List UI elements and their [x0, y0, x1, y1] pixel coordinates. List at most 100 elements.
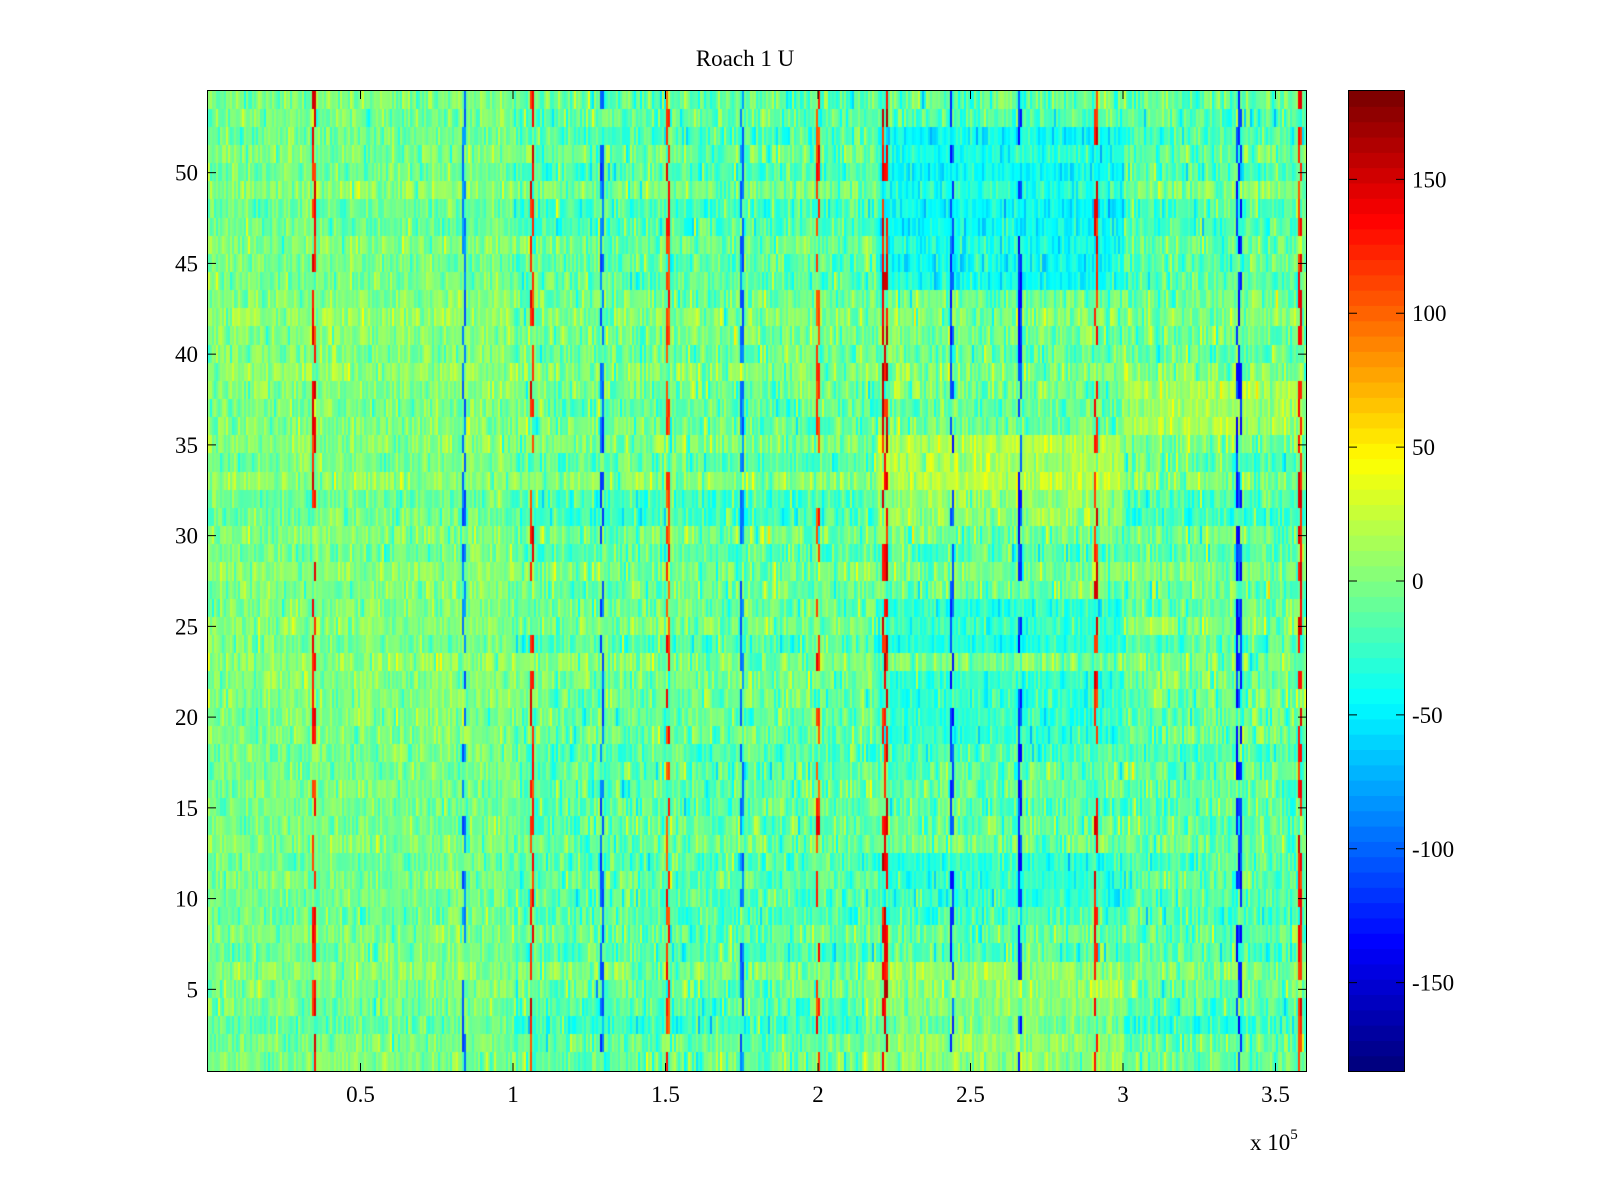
colorbar-swatch — [1349, 504, 1404, 521]
colorbar-swatch — [1349, 228, 1404, 245]
colorbar-swatch — [1349, 626, 1404, 643]
colorbar-tick-label: -100 — [1412, 837, 1454, 862]
colorbar-swatch — [1349, 841, 1404, 858]
colorbar-swatch — [1349, 121, 1404, 138]
colorbar-frame — [1348, 90, 1405, 1072]
colorbar-swatch — [1349, 427, 1404, 444]
colorbar-swatch — [1349, 764, 1404, 781]
x-tick-label: 2 — [812, 1082, 824, 1107]
colorbar-swatch — [1349, 734, 1404, 751]
y-tick-label: 35 — [175, 433, 198, 458]
colorbar-swatch — [1349, 106, 1404, 123]
colorbar-tick-label: -50 — [1412, 703, 1443, 728]
y-tick-label: 10 — [175, 887, 198, 912]
colorbar-swatch — [1349, 948, 1404, 965]
x-axis-multiplier: x 105 — [1250, 1127, 1298, 1155]
colorbar-swatch — [1349, 473, 1404, 490]
colorbar-swatch — [1349, 933, 1404, 950]
colorbar-swatch — [1349, 167, 1404, 184]
y-tick-label: 5 — [187, 977, 199, 1002]
y-tick-label: 15 — [175, 796, 198, 821]
colorbar-swatch — [1349, 136, 1404, 153]
heatmap-cells — [208, 91, 1306, 1071]
colorbar-swatch — [1349, 672, 1404, 689]
colorbar-tick-label: 150 — [1412, 167, 1447, 192]
y-tick-label: 30 — [175, 524, 198, 549]
colorbar-ticks: -150 -100 -50 0 50 100 150 — [1349, 167, 1454, 996]
colorbar-swatch — [1349, 443, 1404, 460]
colorbar-swatch — [1349, 336, 1404, 352]
colorbar-tick-label: 50 — [1412, 435, 1435, 460]
chart-title: Roach 1 U — [696, 46, 795, 71]
colorbar-swatch — [1349, 718, 1404, 735]
colorbar-swatch — [1349, 871, 1404, 888]
colorbar-tick-label: -150 — [1412, 971, 1454, 996]
colorbar-swatch — [1349, 381, 1404, 398]
x-tick-label: 0.5 — [346, 1082, 375, 1107]
colorbar-swatch — [1349, 182, 1404, 199]
colorbar: -150 -100 -50 0 50 100 150 — [1348, 90, 1454, 1072]
colorbar-swatch — [1349, 703, 1404, 720]
colorbar-swatch — [1349, 290, 1404, 306]
colorbar-swatch — [1349, 1040, 1404, 1057]
x-tick-label: 3.5 — [1261, 1082, 1290, 1107]
colorbar-swatch — [1349, 611, 1404, 628]
colorbar-swatch — [1349, 596, 1404, 613]
colorbar-swatch — [1349, 1009, 1404, 1026]
colorbar-swatch — [1349, 963, 1404, 980]
colorbar-swatch — [1349, 244, 1404, 261]
colorbar-gradient — [1349, 91, 1404, 1072]
y-tick-label: 20 — [175, 705, 198, 730]
x-axis-ticks: 0.5 1 1.5 2 2.5 3 3.5 — [346, 91, 1290, 1107]
y-tick-label: 25 — [175, 614, 198, 639]
colorbar-swatch — [1349, 581, 1404, 597]
colorbar-swatch — [1349, 458, 1404, 475]
x-tick-label: 1.5 — [651, 1082, 680, 1107]
plot-frame — [207, 90, 1307, 1072]
colorbar-swatch — [1349, 1055, 1404, 1072]
x-tick-label: 2.5 — [956, 1082, 985, 1107]
colorbar-swatch — [1349, 305, 1404, 322]
colorbar-swatch — [1349, 1025, 1404, 1041]
y-tick-label: 40 — [175, 342, 198, 367]
colorbar-swatch — [1349, 902, 1404, 919]
colorbar-swatch — [1349, 642, 1404, 659]
colorbar-swatch — [1349, 489, 1404, 506]
colorbar-swatch — [1349, 274, 1404, 291]
colorbar-swatch — [1349, 749, 1404, 766]
colorbar-swatch — [1349, 979, 1404, 996]
colorbar-swatch — [1349, 795, 1404, 812]
colorbar-swatch — [1349, 397, 1404, 414]
heatmap-image — [208, 91, 1306, 1071]
colorbar-tick-label: 100 — [1412, 301, 1447, 326]
colorbar-swatch — [1349, 320, 1404, 337]
colorbar-swatch — [1349, 213, 1404, 230]
colorbar-swatch — [1349, 152, 1404, 169]
colorbar-swatch — [1349, 91, 1404, 107]
colorbar-swatch — [1349, 657, 1404, 674]
y-tick-label: 45 — [175, 251, 198, 276]
colorbar-swatch — [1349, 259, 1404, 276]
colorbar-swatch — [1349, 550, 1404, 567]
colorbar-swatch — [1349, 688, 1404, 705]
colorbar-swatch — [1349, 366, 1404, 383]
colorbar-swatch — [1349, 565, 1404, 582]
colorbar-swatch — [1349, 856, 1404, 873]
x-tick-label: 3 — [1117, 1082, 1129, 1107]
colorbar-swatch — [1349, 535, 1404, 551]
y-tick-label: 50 — [175, 161, 198, 186]
colorbar-swatch — [1349, 887, 1404, 904]
colorbar-swatch — [1349, 810, 1404, 827]
colorbar-swatch — [1349, 351, 1404, 368]
colorbar-swatch — [1349, 780, 1404, 796]
colorbar-swatch — [1349, 826, 1404, 842]
colorbar-swatch — [1349, 412, 1404, 429]
colorbar-swatch — [1349, 519, 1404, 536]
colorbar-tick-label: 0 — [1412, 569, 1424, 594]
colorbar-swatch — [1349, 994, 1404, 1011]
colorbar-swatch — [1349, 917, 1404, 934]
colorbar-swatch — [1349, 198, 1404, 215]
y-axis-ticks: 5 10 15 20 25 30 35 40 45 50 — [175, 161, 1306, 1002]
x-tick-label: 1 — [507, 1082, 519, 1107]
